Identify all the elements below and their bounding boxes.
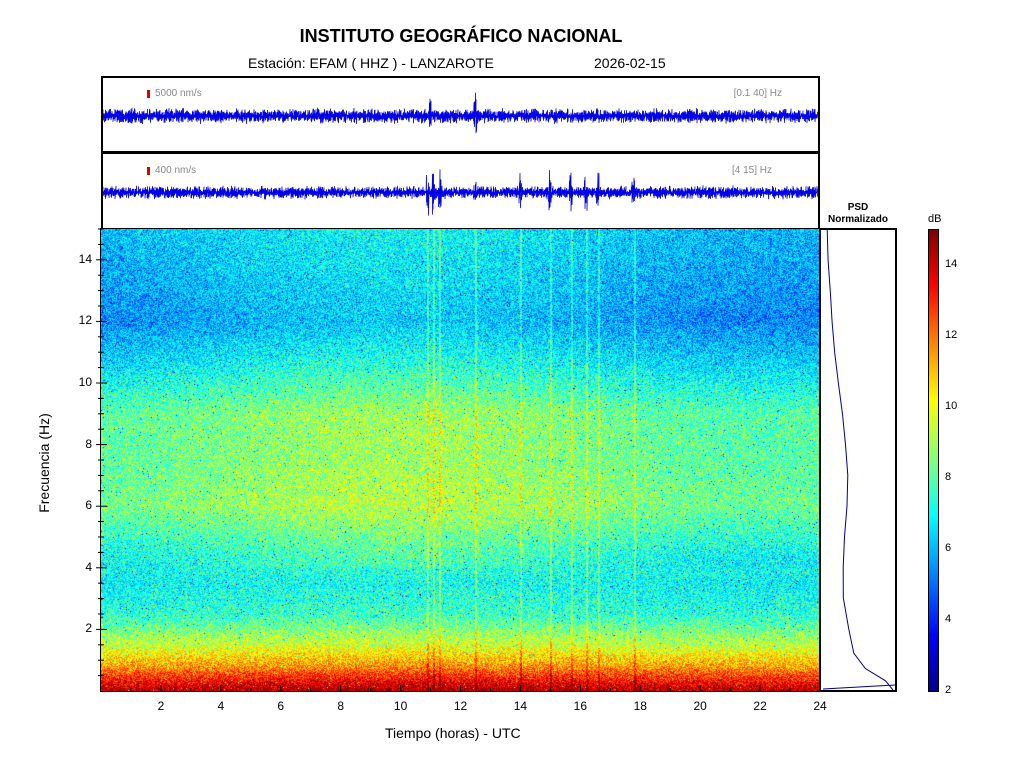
y-tick-label: 14 (78, 251, 92, 266)
x-axis-label: Tiempo (horas) - UTC (385, 725, 521, 741)
psd-title-line1: PSD (847, 202, 869, 213)
x-tick-label: 22 (753, 699, 767, 713)
psd-title-line2: Normalizado (827, 214, 888, 225)
y-tick-label: 12 (78, 313, 92, 328)
date-label: 2026-02-15 (594, 55, 666, 71)
x-tick-label: 20 (693, 699, 707, 713)
colorbar-tick-label: 6 (945, 542, 952, 555)
seismogram-broadband: 5000 nm/s [0.1 40] Hz (101, 76, 820, 153)
page-title: INSTITUTO GEOGRÁFICO NACIONAL (299, 26, 623, 46)
colorbar-tick-label: 4 (945, 613, 952, 626)
y-tick-label: 2 (85, 621, 92, 636)
seismogram-trace (103, 169, 818, 216)
y-tick-label: 8 (85, 436, 92, 451)
x-tick-label: 24 (813, 699, 827, 713)
amplitude-scale-mark (147, 167, 150, 175)
frequency-band-label: [4 15] Hz (731, 165, 772, 176)
psd-curve (822, 230, 895, 690)
colorbar-unit-label: dB (928, 213, 942, 225)
station-label: Estación: EFAM ( HHZ ) - LANZAROTE (248, 55, 494, 71)
y-tick-label: 10 (78, 375, 92, 389)
y-tick-label: 6 (85, 498, 92, 513)
amplitude-scale-label: 5000 nm/s (155, 88, 202, 99)
seismogram-filtered: 400 nm/s [4 15] Hz (101, 152, 820, 230)
colorbar-tick-label: 14 (945, 258, 958, 271)
x-tick-label: 4 (217, 699, 225, 713)
psd-line-low-frequency (822, 684, 895, 690)
psd-panel (819, 228, 897, 692)
x-tick-label: 2 (157, 699, 165, 713)
x-tick-label: 14 (513, 699, 528, 713)
x-tick-label: 8 (337, 699, 344, 713)
waveform-line (103, 169, 818, 216)
colorbar (928, 229, 939, 692)
spectrogram-heatmap (101, 229, 820, 691)
y-tick-label: 4 (85, 559, 92, 574)
amplitude-scale-label: 400 nm/s (155, 165, 197, 176)
spectrogram-frame (100, 228, 821, 692)
seismogram-trace (103, 92, 818, 134)
x-tick-label: 12 (453, 699, 468, 713)
psd-line (826, 230, 894, 690)
waveform-line (103, 92, 818, 134)
frequency-band-label: [0.1 40] Hz (733, 88, 782, 99)
x-tick-label: 16 (573, 699, 587, 713)
x-tick-label: 18 (633, 699, 647, 713)
colorbar-tick-label: 8 (945, 471, 952, 484)
x-tick-label: 6 (277, 699, 285, 713)
colorbar-tick-label: 12 (945, 329, 958, 342)
colorbar-tick-label: 10 (945, 400, 958, 413)
psd-title: PSD Normalizado (820, 202, 896, 226)
x-tick-label: 10 (393, 699, 408, 713)
amplitude-scale-mark (147, 90, 150, 98)
y-axis-label: Frecuencia (Hz) (36, 413, 52, 513)
colorbar-tick-label: 2 (945, 684, 952, 696)
